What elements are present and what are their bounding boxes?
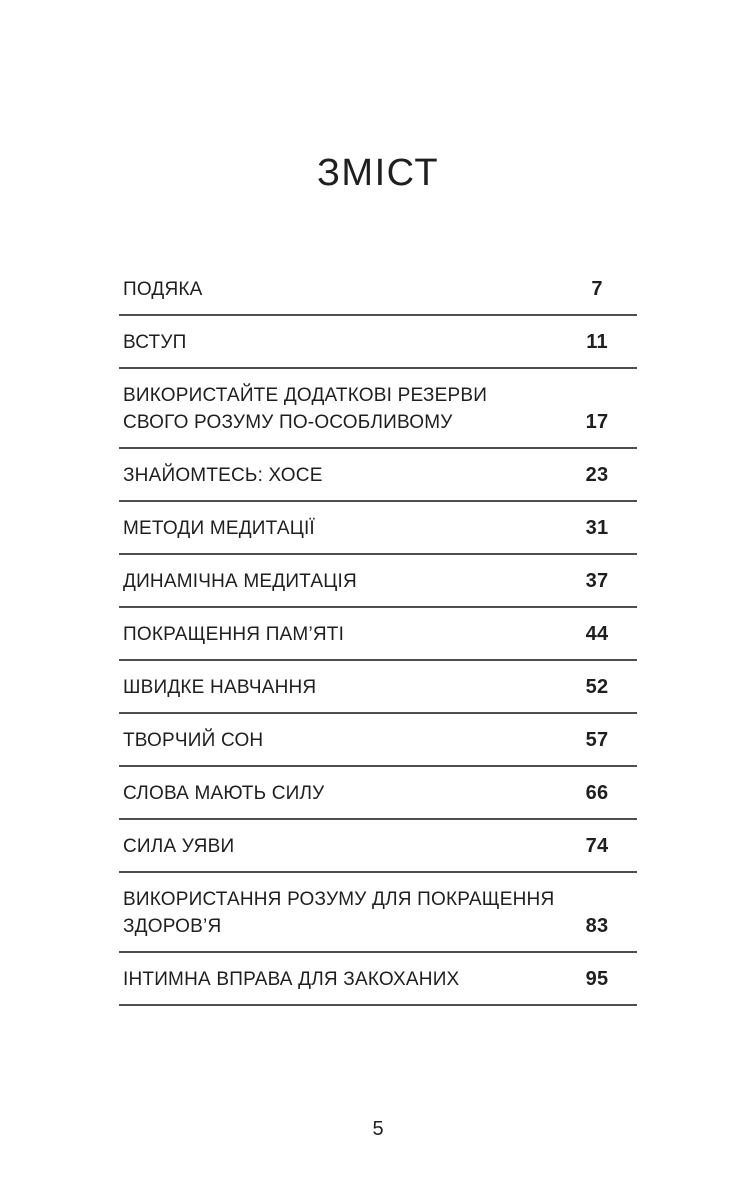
toc-entry: ВИКОРИСТАЙТЕ ДОДАТКОВІ РЕЗЕРВИ СВОГО РОЗ… (119, 382, 637, 449)
toc-entry: ІНТИМНА ВПРАВА ДЛЯ ЗАКОХАНИХ 95 (119, 966, 637, 1006)
toc-entry: ЗНАЙОМТЕСЬ: ХОСЕ 23 (119, 462, 637, 502)
toc-entry-page-number: 37 (585, 570, 609, 592)
toc-entry-page-number: 83 (585, 915, 609, 937)
page-title: ЗМІСТ (316, 152, 440, 194)
toc-entry: ВИКОРИСТАННЯ РОЗУМУ ДЛЯ ПОКРАЩЕННЯ ЗДОРО… (119, 886, 637, 953)
toc-entry-title: ПОКРАЩЕННЯ ПАМ’ЯТІ (123, 624, 345, 645)
toc-entry-title: СИЛА УЯВИ (123, 836, 235, 857)
toc-entry-page-number: 66 (585, 782, 609, 804)
toc-entry-page-number: 31 (585, 517, 609, 539)
toc-entry: ТВОРЧИЙ СОН 57 (119, 727, 637, 767)
toc-entry: ВСТУП 11 (119, 329, 637, 369)
toc-entry-title: ІНТИМНА ВПРАВА ДЛЯ ЗАКОХАНИХ (123, 969, 460, 990)
toc-entry-page-number: 7 (591, 278, 603, 300)
toc-entry-page-number: 23 (585, 464, 609, 486)
toc-entry-title: ВСТУП (123, 332, 187, 353)
toc-entry-page-number: 57 (585, 729, 609, 751)
toc-entry: ПОКРАЩЕННЯ ПАМ’ЯТІ 44 (119, 621, 637, 661)
toc-entry-page-number: 95 (585, 968, 609, 990)
toc-entry-page-number: 52 (585, 676, 609, 698)
toc-entry: ШВИДКЕ НАВЧАННЯ 52 (119, 674, 637, 714)
toc-entry: ДИНАМІЧНА МЕДИТАЦІЯ 37 (119, 568, 637, 608)
toc-entry-title: СЛОВА МАЮТЬ СИЛУ (123, 783, 325, 804)
footer-page-number: 5 (372, 1118, 384, 1140)
toc-entry-title: ВИКОРИСТАННЯ РОЗУМУ ДЛЯ ПОКРАЩЕННЯ ЗДОРО… (123, 889, 555, 937)
toc-entry-page-number: 44 (585, 623, 609, 645)
toc-entry-title: ШВИДКЕ НАВЧАННЯ (123, 677, 317, 698)
toc-entry: СИЛА УЯВИ 74 (119, 833, 637, 873)
toc-entry-title: ДИНАМІЧНА МЕДИТАЦІЯ (123, 571, 357, 592)
toc-entry-page-number: 11 (586, 331, 608, 353)
toc-list: ПОДЯКА 7 ВСТУП 11 ВИКОРИСТАЙТЕ ДОДАТКОВІ… (119, 276, 637, 1006)
toc-entry-title: ПОДЯКА (123, 279, 203, 300)
toc-entry-title: ТВОРЧИЙ СОН (123, 730, 264, 751)
toc-entry-title: ЗНАЙОМТЕСЬ: ХОСЕ (123, 465, 323, 486)
toc-entry: СЛОВА МАЮТЬ СИЛУ 66 (119, 780, 637, 820)
toc-entry-title: МЕТОДИ МЕДИТАЦІЇ (123, 518, 315, 539)
page-footer: 5 (0, 1118, 756, 1141)
toc-entry: МЕТОДИ МЕДИТАЦІЇ 31 (119, 515, 637, 555)
toc-entry-page-number: 74 (585, 835, 609, 857)
toc-entry: ПОДЯКА 7 (119, 276, 637, 316)
toc-entry-page-number: 17 (585, 411, 609, 433)
toc-entry-title: ВИКОРИСТАЙТЕ ДОДАТКОВІ РЕЗЕРВИ СВОГО РОЗ… (123, 385, 488, 433)
